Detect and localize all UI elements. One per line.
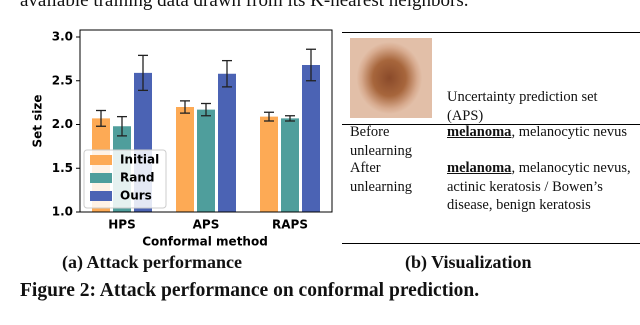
top-text: available training data drawn from its K…: [20, 0, 469, 11]
lesion-image: [350, 38, 432, 118]
legend-label: Initial: [120, 153, 159, 167]
chart: Set size Conformal method 1.0 1.5 2.0 2.5 3.…: [31, 29, 333, 249]
legend-swatch: [90, 191, 112, 201]
error-bar: [306, 48, 316, 82]
bar: [302, 65, 320, 212]
row-label: Before unlearning: [350, 124, 413, 159]
error-bar: [180, 100, 190, 114]
plot-frame: [79, 29, 333, 213]
rest: , melanocytic nevus: [511, 124, 627, 140]
bar: [176, 107, 194, 212]
legend-swatch: [90, 173, 112, 183]
error-bar: [117, 115, 127, 137]
bar: [281, 118, 299, 212]
y-tick-label: 2.0: [52, 117, 73, 131]
x-tick-label: RAPS: [272, 218, 308, 232]
predicted: melanoma: [447, 124, 512, 140]
y-tick-label: 1.5: [52, 161, 73, 175]
set-header: Uncertainty prediction set (APS): [447, 89, 598, 124]
y-tick-label: 3.0: [52, 30, 73, 44]
bar: [218, 73, 236, 212]
legend-swatch: [90, 155, 112, 165]
caption-b: (b) Visualization: [405, 252, 532, 272]
predicted: melanoma: [447, 160, 512, 176]
error-bar: [96, 109, 106, 127]
bar: [260, 116, 278, 212]
rule: [342, 243, 640, 244]
rule: [342, 32, 640, 33]
x-tick-label: HPS: [108, 218, 135, 232]
x-tick-label: APS: [193, 218, 220, 232]
figure-caption: Figure 2: Attack performance on conforma…: [20, 280, 480, 301]
legend-label: Rand: [120, 171, 154, 185]
error-bar: [285, 115, 295, 122]
caption-a: (a) Attack performance: [62, 252, 242, 272]
row-value: melanoma, melanocytic nevus, actinic ker…: [447, 159, 637, 215]
rule: [342, 124, 640, 125]
row-value: melanoma, melanocytic nevus: [447, 123, 637, 142]
row-label: After unlearning: [350, 160, 413, 195]
x-axis-label: Conformal method: [142, 235, 268, 249]
bar: [197, 109, 215, 212]
legend-label: Ours: [120, 189, 152, 203]
error-bar: [201, 102, 211, 117]
rest: , melanocytic nevus, actinic keratosis /…: [447, 160, 631, 213]
error-bar: [138, 54, 148, 92]
error-bar: [264, 111, 274, 122]
error-bar: [222, 59, 232, 88]
y-tick-label: 1.0: [52, 205, 73, 219]
y-tick-label: 2.5: [52, 73, 73, 87]
y-axis-label: Set size: [31, 94, 45, 147]
